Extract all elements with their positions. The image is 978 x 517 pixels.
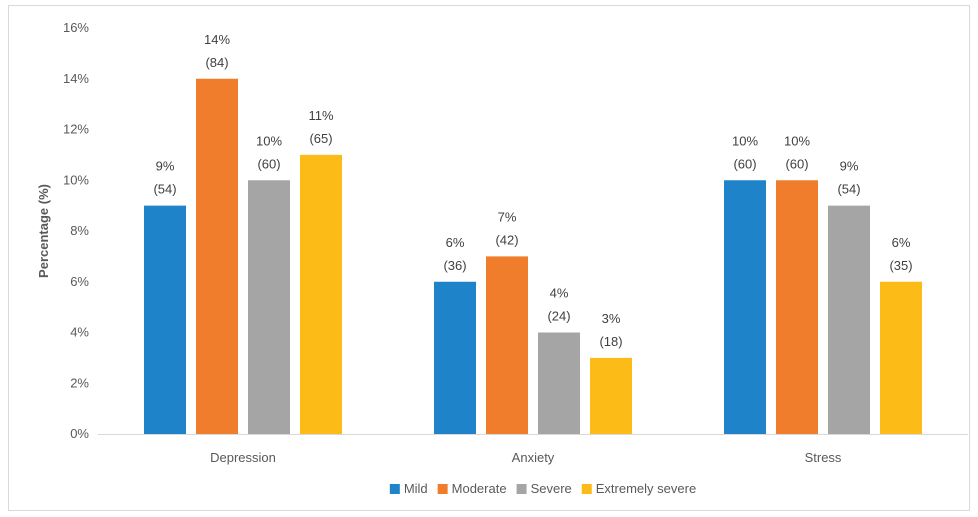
data-label-count: (42) bbox=[495, 232, 518, 247]
data-label-percent: 6% bbox=[446, 235, 465, 250]
bar-severe bbox=[248, 180, 290, 434]
y-tick-label: 12% bbox=[63, 122, 89, 137]
y-tick-label: 16% bbox=[63, 20, 89, 35]
bar-mild bbox=[724, 180, 766, 434]
bar-extremely-severe bbox=[880, 281, 922, 434]
data-label-percent: 3% bbox=[602, 311, 621, 326]
legend-label: Moderate bbox=[452, 481, 507, 496]
data-label-count: (18) bbox=[599, 334, 622, 349]
data-label-percent: 7% bbox=[498, 209, 517, 224]
data-label-percent: 11% bbox=[308, 108, 333, 123]
legend-label: Extremely severe bbox=[596, 481, 696, 496]
data-label-count: (60) bbox=[257, 156, 280, 171]
bar-severe bbox=[828, 205, 870, 434]
bar-moderate bbox=[776, 180, 818, 434]
data-label-percent: 6% bbox=[892, 235, 911, 250]
bar-moderate bbox=[196, 78, 238, 434]
bar-extremely-severe bbox=[300, 154, 342, 434]
bar-mild bbox=[434, 281, 476, 434]
data-label-count: (36) bbox=[443, 258, 466, 273]
data-label-count: (54) bbox=[837, 182, 860, 197]
legend-swatch bbox=[437, 484, 448, 494]
data-label-percent: 14% bbox=[204, 32, 230, 47]
legend-label: Mild bbox=[404, 481, 428, 496]
data-label-count: (84) bbox=[205, 55, 228, 70]
data-label-percent: 10% bbox=[732, 133, 758, 148]
y-axis-title: Percentage (%) bbox=[36, 184, 51, 278]
x-category-label: Stress bbox=[805, 450, 842, 465]
y-tick-label: 6% bbox=[70, 274, 89, 289]
data-label-percent: 4% bbox=[550, 286, 569, 301]
legend-swatch bbox=[581, 484, 592, 494]
legend-swatch bbox=[389, 484, 400, 494]
legend-swatch bbox=[516, 484, 527, 494]
y-tick-label: 0% bbox=[70, 426, 89, 441]
data-label-count: (65) bbox=[309, 131, 332, 146]
y-tick-label: 8% bbox=[70, 223, 89, 238]
data-label-percent: 9% bbox=[840, 159, 859, 174]
data-label-count: (35) bbox=[889, 258, 912, 273]
y-tick-label: 2% bbox=[70, 375, 89, 390]
legend-label: Severe bbox=[531, 481, 572, 496]
y-tick-label: 4% bbox=[70, 325, 89, 340]
bar-mild bbox=[144, 205, 186, 434]
data-label-count: (54) bbox=[153, 182, 176, 197]
y-tick-label: 14% bbox=[63, 71, 89, 86]
data-label-count: (60) bbox=[785, 156, 808, 171]
data-label-percent: 10% bbox=[256, 133, 282, 148]
bar-severe bbox=[538, 332, 580, 434]
data-label-percent: 9% bbox=[156, 159, 175, 174]
y-tick-label: 10% bbox=[63, 172, 89, 187]
x-category-label: Depression bbox=[210, 450, 276, 465]
data-label-count: (60) bbox=[733, 156, 756, 171]
bar-extremely-severe bbox=[590, 357, 632, 434]
data-label-percent: 10% bbox=[784, 133, 810, 148]
data-label-count: (24) bbox=[547, 309, 570, 324]
x-category-label: Anxiety bbox=[512, 450, 555, 465]
bar-moderate bbox=[486, 256, 528, 434]
